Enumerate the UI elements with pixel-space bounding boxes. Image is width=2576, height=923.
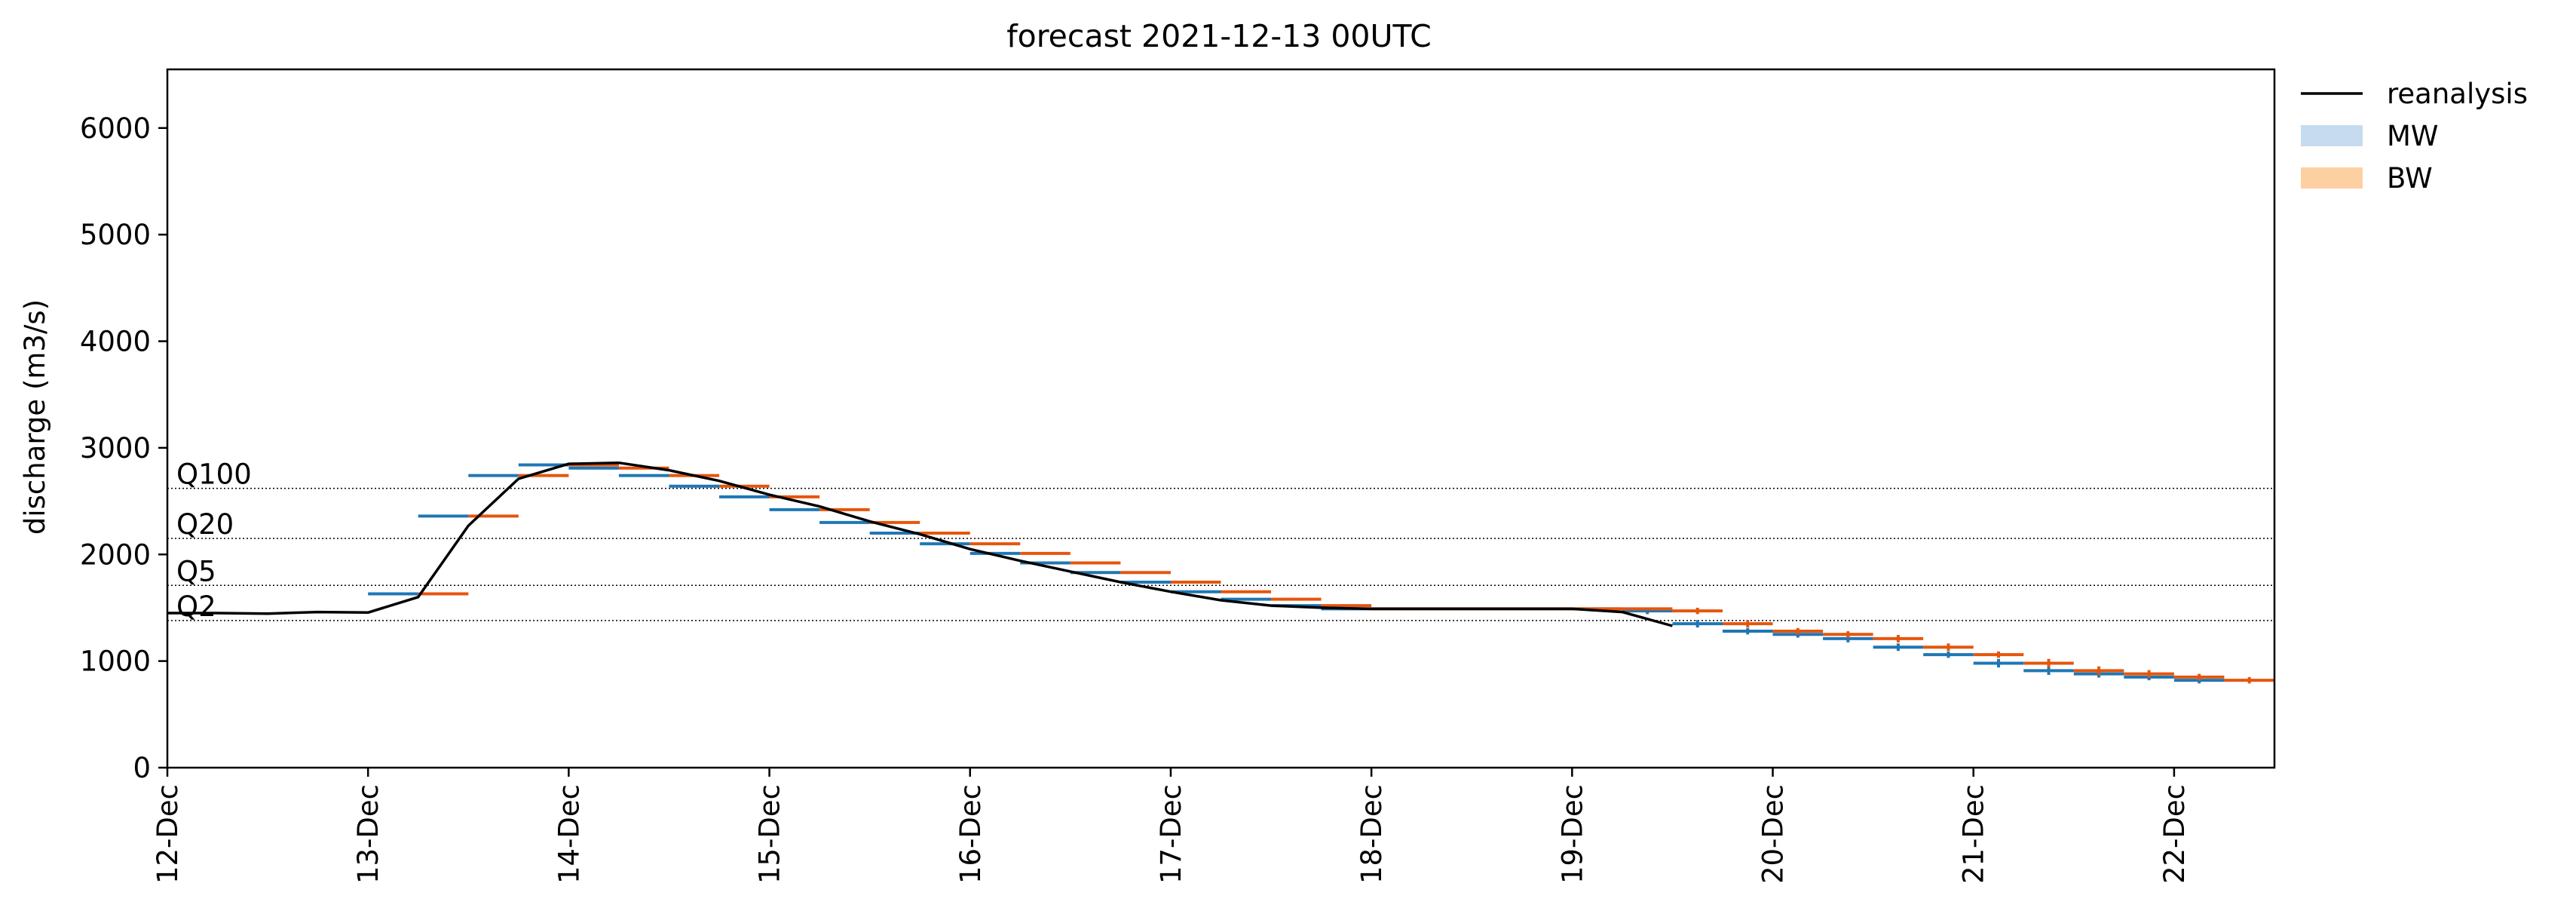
legend-swatch-bw bbox=[2301, 167, 2363, 189]
threshold-label-q20: Q20 bbox=[176, 508, 234, 541]
y-axis-label: discharge (m3/s) bbox=[19, 299, 51, 535]
x-tick-label: 12-Dec bbox=[152, 784, 184, 884]
threshold-label-q2: Q2 bbox=[176, 590, 216, 623]
x-tick-label: 21-Dec bbox=[1958, 784, 1990, 884]
legend-label-bw: BW bbox=[2387, 162, 2433, 195]
y-tick-label: 3000 bbox=[80, 432, 151, 465]
x-tick-label: 16-Dec bbox=[954, 784, 987, 884]
plot-frame bbox=[166, 68, 2276, 769]
x-tick-label: 20-Dec bbox=[1757, 784, 1790, 884]
y-tick-label: 4000 bbox=[80, 326, 151, 358]
y-tick-label: 5000 bbox=[80, 219, 151, 251]
x-tick-label: 15-Dec bbox=[754, 784, 786, 884]
x-tick-label: 18-Dec bbox=[1355, 784, 1388, 884]
chart-title: forecast 2021-12-13 00UTC bbox=[1006, 18, 1432, 54]
legend-label-mw: MW bbox=[2387, 120, 2439, 152]
x-tick-label: 22-Dec bbox=[2158, 784, 2191, 884]
y-tick-label: 1000 bbox=[80, 645, 151, 678]
legend: reanalysis MW BW bbox=[2301, 78, 2528, 195]
legend-swatch-mw bbox=[2301, 125, 2363, 146]
threshold-label-q100: Q100 bbox=[176, 458, 252, 491]
axes: 0 1000 2000 3000 4000 5000 6000 12-Dec 13-Dec 14-… bbox=[80, 68, 2276, 884]
legend-label-reanalysis: reanalysis bbox=[2387, 78, 2528, 110]
reanalysis-line bbox=[167, 461, 1673, 627]
x-tick-label: 13-Dec bbox=[352, 784, 384, 884]
threshold-label-q5: Q5 bbox=[176, 555, 216, 587]
y-tick-label: 0 bbox=[133, 752, 151, 784]
y-tick-label: 2000 bbox=[80, 538, 151, 571]
y-tick-label: 6000 bbox=[80, 112, 151, 145]
x-tick-label: 19-Dec bbox=[1556, 784, 1588, 884]
x-tick-label: 17-Dec bbox=[1155, 784, 1187, 884]
x-tick-label: 14-Dec bbox=[553, 784, 585, 884]
